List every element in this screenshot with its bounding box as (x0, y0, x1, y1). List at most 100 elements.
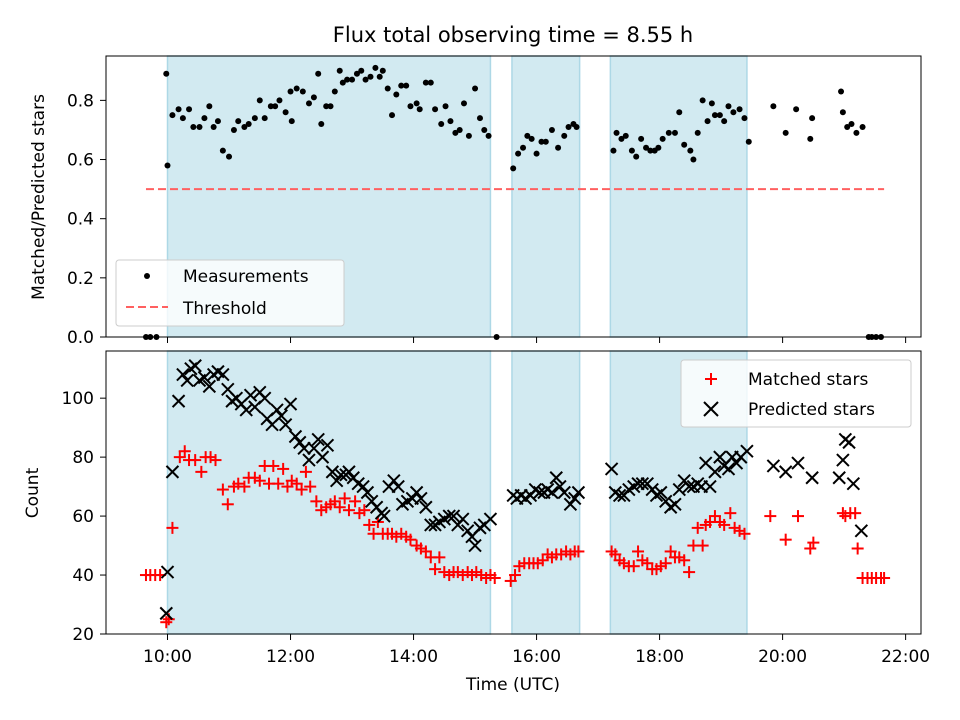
measurement-point (659, 135, 666, 142)
matched-stars-point (238, 480, 251, 493)
x-tick-label: 20:00 (758, 647, 807, 667)
predicted-stars-point-b (645, 482, 659, 497)
ratio-panel-frame (105, 55, 922, 338)
predicted-stars-point-b (356, 479, 370, 494)
measurement-point (515, 150, 522, 157)
measurement-point (476, 115, 483, 122)
measurement-point (628, 147, 635, 154)
predicted-stars-point-b (854, 524, 869, 538)
matched-stars-point (696, 539, 709, 552)
matched-stars-point (221, 498, 234, 511)
predicted-stars-point (778, 465, 793, 479)
measurement-point (741, 115, 748, 122)
predicted-stars-point-b (202, 379, 217, 394)
predicted-stars-point (342, 465, 356, 479)
measurement-point (235, 118, 242, 125)
matched-stars-point (632, 545, 645, 558)
predicted-stars-point (645, 482, 659, 497)
count-legend: Matched stars Predicted stars (680, 359, 912, 428)
matched-stars-point (779, 533, 792, 546)
measurement-point (379, 67, 386, 74)
matched-stars-point (209, 454, 222, 467)
measurement-point (699, 97, 706, 104)
predicted-stars-point-b (805, 471, 819, 485)
predicted-stars-point (360, 485, 375, 500)
measurement-point (353, 70, 360, 77)
measurement-point (452, 129, 459, 136)
predicted-stars-point-b (635, 476, 650, 491)
matched-stars-point (488, 571, 501, 584)
predicted-stars-point (197, 370, 212, 385)
measurement-point (276, 97, 283, 104)
matched-stars-point (232, 477, 245, 490)
legend-threshold-label: Threshold (182, 299, 267, 319)
measurement-point (245, 121, 252, 128)
measurement-point (327, 103, 334, 110)
matched-stars-point (807, 536, 820, 549)
measurement-point (186, 106, 193, 113)
predicted-stars-point-b (729, 456, 744, 470)
count-y-tick-label: 60 (72, 507, 94, 527)
predicted-stars-point-b (288, 429, 303, 444)
predicted-stars-point (243, 388, 258, 402)
count-y-tick-label: 40 (72, 566, 94, 586)
matched-stars-point (272, 477, 285, 490)
matched-stars-point (851, 542, 864, 555)
matched-stars-point (572, 545, 585, 558)
measurement-point (618, 135, 625, 142)
predicted-stars-point-b (243, 388, 258, 402)
predicted-stars-point (171, 394, 186, 408)
ratio-y-tick-label: 0.0 (67, 328, 94, 348)
measurement-point (447, 118, 454, 125)
predicted-stars-point-b (197, 370, 212, 385)
x-tick-label: 12:00 (266, 647, 315, 667)
legend-predicted-marker (703, 401, 719, 417)
measurement-point (736, 106, 743, 113)
predicted-stars-point (668, 497, 682, 511)
legend-matched-marker (705, 373, 717, 385)
predicted-stars-point-b (311, 432, 325, 447)
predicted-stars-point-b (297, 441, 311, 455)
measurement-point (573, 123, 580, 130)
ratio-y-ticks: 0.0 0.2 0.4 0.6 0.8 (67, 91, 106, 348)
predicted-stars-point (176, 367, 190, 382)
predicted-stars-point (721, 462, 736, 476)
ratio-panel: 0.00.20.40.60.8 Matched/Predicted stars … (29, 55, 922, 348)
measurement-point (398, 82, 405, 89)
predicted-stars-point-b (612, 488, 627, 503)
predicted-stars-point (391, 479, 405, 494)
ratio-observing-window-2 (609, 55, 748, 338)
predicted-stars-point (703, 479, 717, 494)
measurement-point (465, 132, 472, 139)
measurement-point (299, 88, 306, 95)
measurement-point (716, 112, 723, 119)
predicted-stars-point-b (836, 453, 850, 467)
matched-stars-point (683, 566, 696, 579)
predicted-stars-point-b (604, 462, 619, 476)
measurement-point (384, 85, 391, 92)
predicted-stars-point (315, 450, 330, 464)
measurement-point (288, 118, 295, 125)
predicted-stars-point-b (342, 465, 356, 479)
matched-stars-point (691, 521, 704, 534)
measurement-point (533, 150, 540, 157)
measurement-point (542, 138, 549, 145)
predicted-stars-point (612, 488, 627, 503)
predicted-stars-point-b (563, 497, 578, 511)
predicted-stars-point-b (549, 471, 563, 485)
predicted-stars-point-b (302, 453, 316, 467)
ratio-x-ticks (167, 337, 907, 343)
predicted-stars-point-b (460, 524, 475, 538)
predicted-stars-point (257, 391, 272, 405)
measurement-point (687, 147, 694, 154)
measurement-point (520, 144, 527, 151)
matched-stars-point (267, 459, 280, 472)
predicted-stars-point-b (424, 518, 438, 532)
measurement-point (293, 85, 300, 92)
measurement-point (241, 123, 248, 130)
matched-stars-point (304, 480, 317, 493)
predicted-stars-point (682, 479, 696, 494)
predicted-stars-point (604, 462, 619, 476)
measurement-point (339, 79, 346, 86)
measurement-point (472, 85, 479, 92)
